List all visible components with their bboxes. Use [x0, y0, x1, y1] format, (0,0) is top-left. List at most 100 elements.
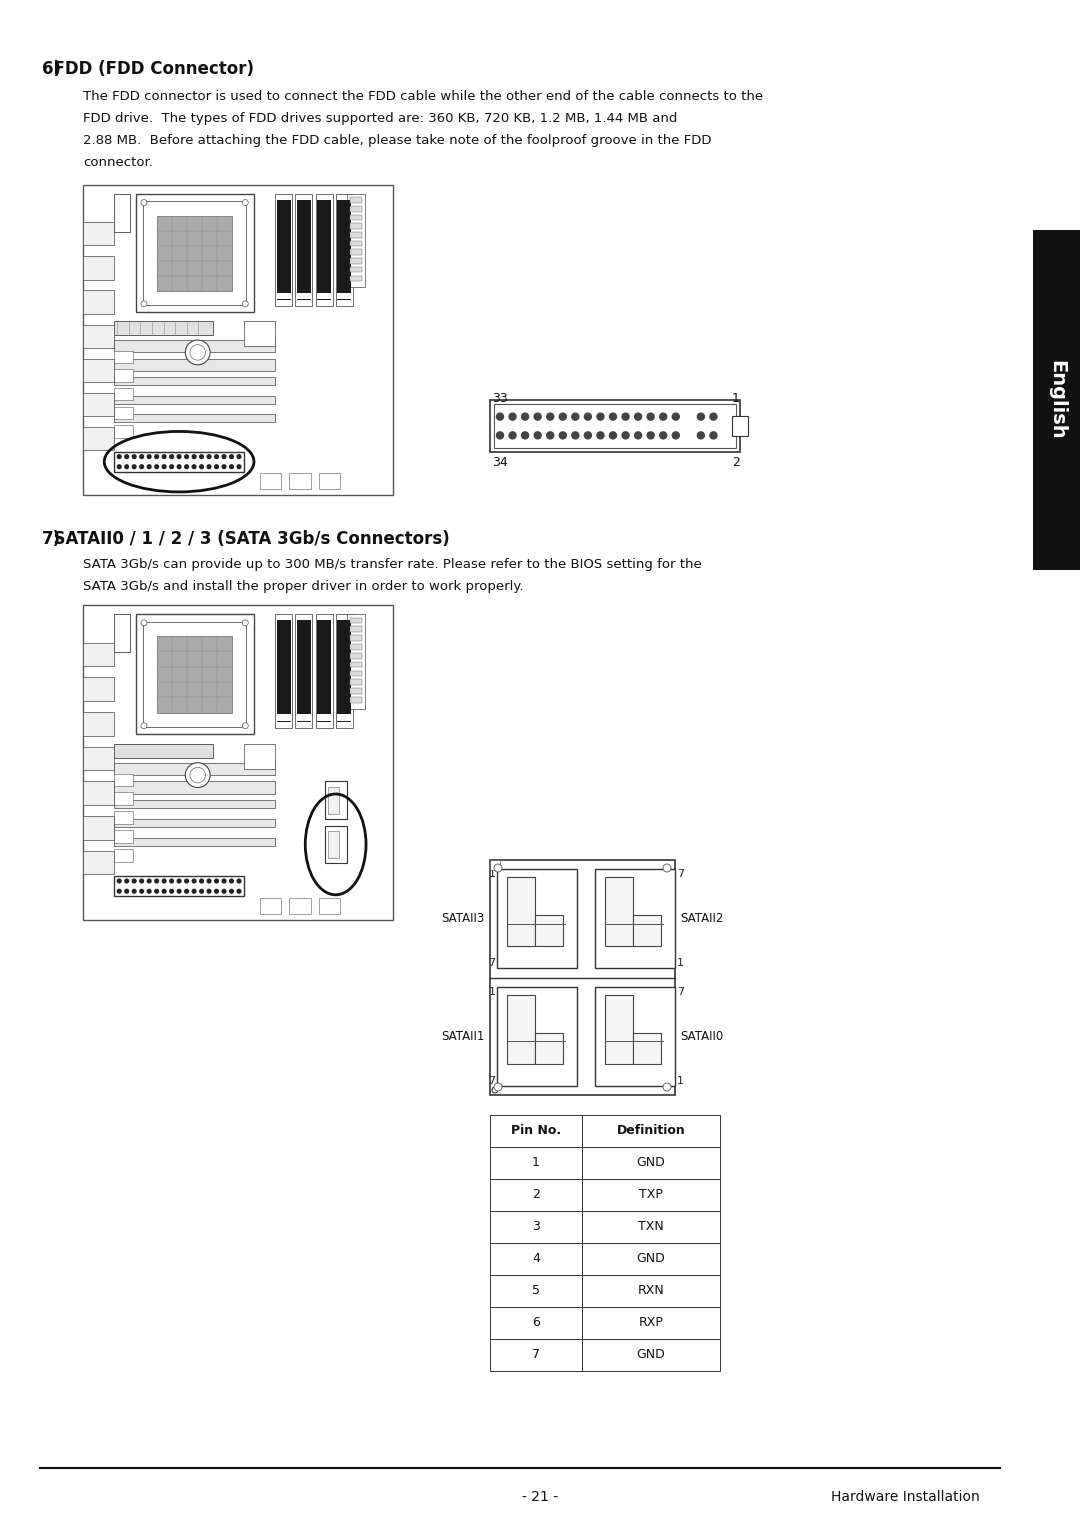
- Bar: [490, 859, 675, 1095]
- Circle shape: [133, 454, 136, 459]
- Text: RXP: RXP: [638, 1316, 663, 1330]
- Bar: [143, 202, 246, 304]
- Bar: [605, 878, 633, 946]
- Bar: [276, 292, 291, 300]
- Circle shape: [133, 879, 136, 882]
- Bar: [244, 743, 275, 769]
- Circle shape: [238, 454, 241, 459]
- Circle shape: [672, 413, 679, 420]
- Circle shape: [125, 465, 129, 468]
- Circle shape: [118, 879, 121, 882]
- Bar: [275, 194, 293, 306]
- Text: 6: 6: [532, 1316, 540, 1330]
- Bar: [114, 194, 130, 231]
- Circle shape: [141, 200, 147, 205]
- Text: SATAII1: SATAII1: [442, 1029, 485, 1043]
- Circle shape: [170, 454, 174, 459]
- Text: SATA 3Gb/s can provide up to 300 MB/s transfer rate. Please refer to the BIOS se: SATA 3Gb/s can provide up to 300 MB/s tr…: [83, 558, 702, 570]
- Bar: [83, 222, 114, 246]
- Circle shape: [230, 890, 233, 893]
- Bar: [83, 324, 114, 347]
- Circle shape: [162, 454, 166, 459]
- Bar: [350, 240, 362, 246]
- Bar: [582, 1115, 720, 1147]
- Bar: [295, 194, 312, 306]
- Bar: [347, 194, 365, 287]
- Bar: [350, 644, 362, 650]
- Bar: [114, 359, 275, 372]
- Bar: [114, 388, 133, 401]
- Circle shape: [192, 879, 195, 882]
- Text: 1: 1: [488, 986, 496, 997]
- Bar: [350, 635, 362, 641]
- Circle shape: [125, 454, 129, 459]
- Bar: [350, 214, 362, 220]
- Bar: [319, 898, 340, 914]
- Bar: [498, 986, 577, 1086]
- Circle shape: [509, 431, 516, 439]
- Text: connector.: connector.: [83, 156, 153, 170]
- Bar: [114, 781, 275, 794]
- Circle shape: [139, 890, 144, 893]
- Circle shape: [147, 890, 151, 893]
- Circle shape: [139, 454, 144, 459]
- Circle shape: [162, 890, 166, 893]
- Circle shape: [238, 879, 241, 882]
- Bar: [297, 292, 311, 300]
- Text: English: English: [1047, 361, 1066, 440]
- Bar: [114, 396, 275, 404]
- Circle shape: [710, 413, 717, 420]
- Circle shape: [185, 465, 188, 468]
- Text: 3: 3: [532, 1220, 540, 1234]
- Circle shape: [154, 890, 159, 893]
- Circle shape: [170, 890, 174, 893]
- Bar: [259, 898, 282, 914]
- Bar: [289, 898, 311, 914]
- Bar: [350, 223, 362, 229]
- Bar: [83, 185, 393, 495]
- Circle shape: [154, 454, 159, 459]
- Circle shape: [710, 431, 717, 439]
- Bar: [83, 359, 114, 382]
- Text: 1: 1: [532, 1156, 540, 1170]
- Bar: [114, 792, 133, 806]
- Circle shape: [185, 454, 188, 459]
- Circle shape: [177, 454, 181, 459]
- Bar: [325, 781, 347, 820]
- Circle shape: [133, 465, 136, 468]
- Circle shape: [147, 465, 151, 468]
- Bar: [582, 1179, 720, 1211]
- Circle shape: [141, 723, 147, 729]
- Circle shape: [125, 879, 129, 882]
- Bar: [582, 1307, 720, 1339]
- Bar: [337, 621, 351, 722]
- Bar: [114, 876, 244, 896]
- Circle shape: [660, 431, 666, 439]
- Circle shape: [230, 465, 233, 468]
- Bar: [633, 916, 661, 946]
- Circle shape: [222, 465, 226, 468]
- Circle shape: [698, 413, 704, 420]
- Text: 2: 2: [532, 1188, 540, 1202]
- Circle shape: [663, 864, 671, 872]
- Circle shape: [207, 454, 211, 459]
- Bar: [83, 257, 114, 280]
- Text: 33: 33: [492, 391, 508, 405]
- Circle shape: [207, 879, 211, 882]
- Bar: [494, 404, 735, 448]
- Bar: [114, 378, 275, 385]
- Circle shape: [698, 431, 704, 439]
- Circle shape: [522, 413, 528, 420]
- Circle shape: [242, 200, 248, 205]
- Bar: [595, 986, 675, 1086]
- Circle shape: [559, 431, 566, 439]
- Circle shape: [125, 890, 129, 893]
- Text: SATAII0 / 1 / 2 / 3 (SATA 3Gb/s Connectors): SATAII0 / 1 / 2 / 3 (SATA 3Gb/s Connecto…: [42, 531, 449, 547]
- Bar: [114, 339, 275, 352]
- Circle shape: [522, 431, 528, 439]
- Bar: [498, 870, 577, 968]
- Bar: [315, 615, 333, 728]
- Circle shape: [170, 465, 174, 468]
- Circle shape: [497, 413, 503, 420]
- Text: 7: 7: [677, 870, 684, 879]
